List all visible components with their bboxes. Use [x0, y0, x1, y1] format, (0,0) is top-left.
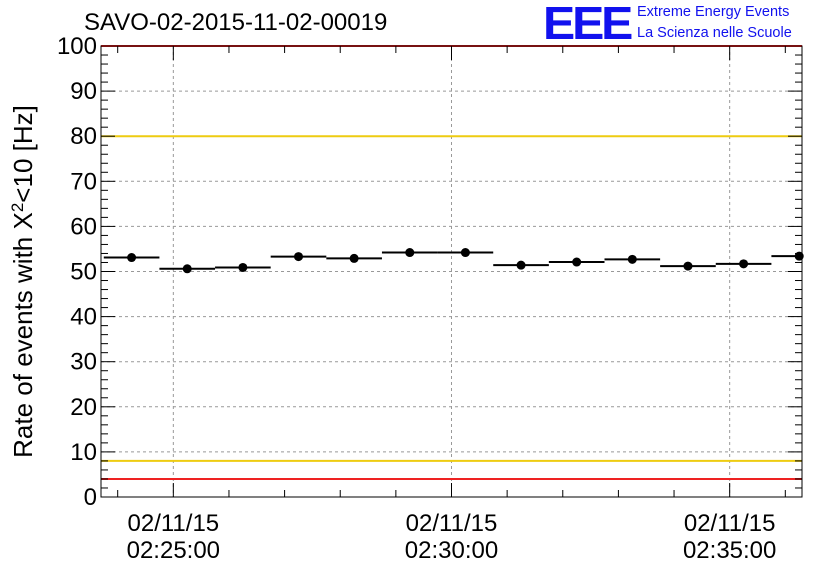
x-tick-time: 02:25:00 — [127, 537, 220, 564]
y-tick-label: 40 — [70, 304, 97, 331]
y-axis-label-sup: 2 — [8, 203, 27, 212]
y-tick-label: 20 — [70, 394, 97, 421]
y-tick-label: 50 — [70, 259, 97, 286]
data-point — [349, 253, 359, 263]
y-axis-label-suffix: <10 [Hz] — [8, 105, 38, 203]
data-point — [405, 248, 415, 258]
axis-labels: 010203040506070809010002/11/1502:25:0002… — [57, 33, 776, 564]
x-tick-time: 02:35:00 — [683, 537, 776, 564]
data-point — [627, 254, 637, 264]
data-point — [739, 259, 749, 269]
data-points — [103, 248, 804, 274]
data-point — [238, 262, 248, 272]
y-tick-label: 10 — [70, 439, 97, 466]
x-tick-date: 02/11/15 — [684, 510, 776, 537]
grid-lines — [101, 46, 802, 497]
data-point — [294, 252, 304, 262]
y-tick-label: 90 — [70, 78, 97, 105]
y-tick-label: 100 — [57, 33, 97, 60]
data-point — [516, 260, 526, 270]
logo-line-2: La Scienza nelle Scuole — [637, 25, 792, 41]
y-tick-label: 0 — [84, 484, 97, 511]
y-tick-label: 30 — [70, 349, 97, 376]
y-axis-label-prefix: Rate of events with X — [8, 212, 38, 458]
axis-ticks — [101, 45, 802, 498]
chart-title: SAVO-02-2015-11-02-00019 — [84, 9, 388, 36]
x-tick-date: 02/11/15 — [128, 510, 220, 537]
x-tick-time: 02:30:00 — [405, 537, 498, 564]
data-point — [572, 257, 582, 267]
eee-logo-mark: EEE — [543, 0, 633, 49]
data-point — [460, 248, 470, 258]
data-point — [182, 264, 192, 274]
data-point — [127, 253, 137, 263]
y-tick-label: 80 — [70, 123, 97, 150]
y-axis-label: Rate of events with X2<10 [Hz] — [8, 105, 39, 458]
data-point — [683, 261, 693, 271]
x-tick-date: 02/11/15 — [406, 510, 498, 537]
logo-line-1: Extreme Energy Events — [637, 4, 790, 20]
y-tick-label: 70 — [70, 168, 97, 195]
y-tick-label: 60 — [70, 213, 97, 240]
